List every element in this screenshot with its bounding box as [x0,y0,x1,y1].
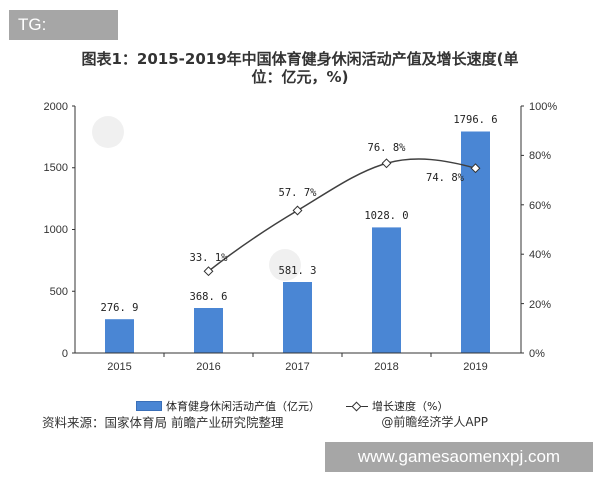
legend-line-label: 增长速度（%） [372,400,449,413]
left-tick-500: 500 [50,286,68,298]
axes [72,105,524,357]
right-tick-80: 80% [529,150,551,162]
x-axis-labels: 2015 2016 2017 2018 2019 [107,361,487,373]
credit-note: @前瞻经济学人APP [381,415,488,429]
source-note: 资料来源：国家体育局 前瞻产业研究院整理 [42,415,284,430]
chart-legend: 体育健身休闲活动产值（亿元） 增长速度（%） [136,398,448,414]
chart-title-line1: 图表1：2015-2019年中国体育健身休闲活动产值及增长速度(单 [81,50,519,68]
right-tick-20: 20% [529,299,551,311]
x-tick-2018: 2018 [374,361,398,373]
url-watermark-badge: www.gamesaomenxpj.com [325,442,593,472]
bar-label-2019: 1796. 6 [453,114,497,126]
chart-title-line2: 位：亿元，%) [251,68,349,86]
growth-line [208,158,476,272]
left-tick-1000: 1000 [44,224,68,236]
right-tick-0: 0% [529,348,545,360]
right-tick-100: 100% [529,101,557,113]
growth-marker-2018 [381,158,392,169]
legend-line-marker-icon [346,400,368,412]
bar-2017 [283,282,312,353]
bar-2018 [372,227,401,353]
left-tick-0: 0 [62,348,68,360]
bar-label-2018: 1028. 0 [364,210,408,222]
left-tick-1500: 1500 [44,162,68,174]
bar-2015 [105,319,134,353]
right-tick-60: 60% [529,200,551,212]
right-axis-labels: 0% 20% 40% 60% 80% 100% [529,101,557,360]
growth-marker-2016 [203,266,214,277]
x-tick-2015: 2015 [107,361,131,373]
watermark-badge: TG: MYYJJPP [9,10,118,64]
growth-line-series [203,158,481,277]
left-axis-labels: 0 500 1000 1500 2000 [44,101,68,360]
x-tick-2016: 2016 [196,361,220,373]
bar-series [105,131,490,353]
watermark-logo [92,116,301,281]
bar-label-2016: 368. 6 [190,291,228,303]
bar-label-2015: 276. 9 [101,302,139,314]
growth-label-2016: 33. 1% [190,252,229,264]
left-tick-2000: 2000 [44,101,68,113]
bar-value-labels: 276. 9 368. 6 581. 3 1028. 0 1796. 6 [101,114,498,314]
growth-label-2019: 74. 8% [426,172,465,184]
growth-marker-2017 [292,205,303,216]
legend-bar-swatch-icon [136,401,162,411]
growth-marker-2019 [470,163,481,174]
growth-value-labels: 33. 1% 57. 7% 76. 8% 74. 8% [190,142,465,264]
x-tick-2019: 2019 [463,361,487,373]
x-tick-2017: 2017 [285,361,309,373]
growth-label-2018: 76. 8% [368,142,407,154]
legend-bar-label: 体育健身休闲活动产值（亿元） [166,400,320,413]
chart-title: 图表1：2015-2019年中国体育健身休闲活动产值及增长速度(单 位：亿元，%… [60,50,540,86]
bar-2016 [194,308,223,353]
right-tick-40: 40% [529,249,551,261]
growth-label-2017: 57. 7% [279,187,318,199]
bar-label-2017: 581. 3 [279,265,317,277]
